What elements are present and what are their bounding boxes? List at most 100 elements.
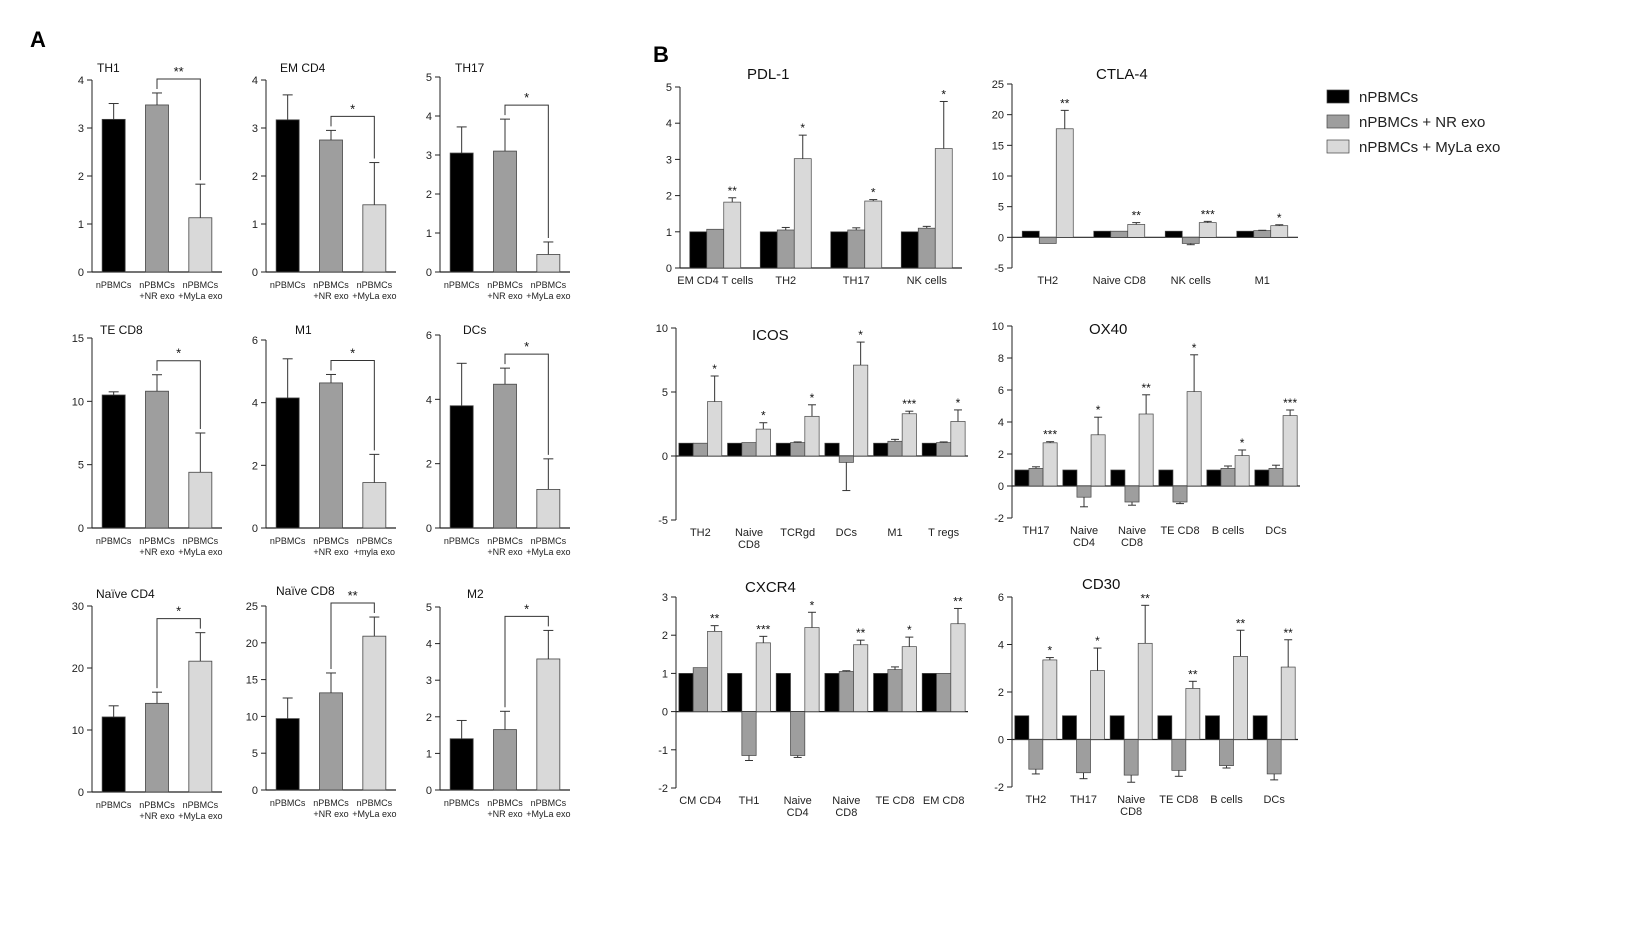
y-tick-label: 5 xyxy=(252,748,258,760)
bar xyxy=(1109,715,1125,740)
y-tick-label: 5 xyxy=(78,460,84,472)
significance-label: ** xyxy=(1141,591,1151,605)
y-tick-label: 2 xyxy=(998,687,1004,699)
bar xyxy=(790,442,806,457)
category-label: Naive xyxy=(735,527,763,539)
panel-label-b: B xyxy=(653,42,669,67)
bar xyxy=(1124,485,1140,503)
y-tick-label: 5 xyxy=(426,72,432,84)
bar xyxy=(275,718,300,791)
significance-bracket xyxy=(330,359,375,451)
bar xyxy=(1266,739,1282,775)
category-label: TH2 xyxy=(775,275,796,287)
category-label: nPBMCs xyxy=(270,536,306,546)
bar xyxy=(692,667,708,712)
panel-label-a: A xyxy=(30,27,46,52)
y-tick-label: 0 xyxy=(78,523,84,535)
bar xyxy=(723,201,742,269)
significance-label: * xyxy=(956,396,961,410)
bar xyxy=(921,673,937,712)
chart-pdl-1: PDL-1 0 1 2 3 4 5 ** EM CD4 T cells * TH2 * TH17 * NK … xyxy=(666,66,962,287)
y-tick-label: 4 xyxy=(426,394,432,406)
bar xyxy=(741,711,757,756)
significance-label: *** xyxy=(1283,396,1297,410)
bar xyxy=(1282,415,1298,487)
bar xyxy=(188,471,213,529)
bar xyxy=(101,394,126,529)
bar xyxy=(449,738,474,791)
category-label: CD8 xyxy=(835,807,857,819)
category-label: T regs xyxy=(928,527,959,539)
y-tick-label: 0 xyxy=(78,787,84,799)
category-label: M1 xyxy=(1255,275,1270,287)
bar xyxy=(188,660,213,793)
bar xyxy=(1076,739,1091,774)
bar xyxy=(319,139,343,273)
bar xyxy=(145,390,169,529)
significance-label: * xyxy=(712,362,717,376)
y-tick-label: 6 xyxy=(998,385,1004,397)
category-label: DCs xyxy=(836,527,858,539)
category-label: +NR exo xyxy=(139,291,174,301)
category-label: +MyLa exo xyxy=(178,811,222,821)
bar xyxy=(493,383,517,529)
legend-label: nPBMCs + NR exo xyxy=(1359,114,1485,131)
bar xyxy=(824,442,840,457)
category-label: TH2 xyxy=(1037,275,1058,287)
chart-title: OX40 xyxy=(1089,321,1127,338)
category-label: nPBMCs xyxy=(487,536,523,546)
bar xyxy=(145,702,169,793)
y-tick-label: 2 xyxy=(998,449,1004,461)
bar xyxy=(706,228,725,269)
category-label: TCRgd xyxy=(780,527,815,539)
chart-title: CD30 xyxy=(1082,576,1120,593)
bar xyxy=(1205,715,1220,740)
significance-label: * xyxy=(1095,634,1100,648)
y-tick-label: -5 xyxy=(658,515,668,527)
bar xyxy=(755,642,771,712)
significance-bracket xyxy=(504,104,549,238)
category-label: B cells xyxy=(1210,794,1243,806)
y-tick-label: 10 xyxy=(72,396,84,408)
y-tick-label: 4 xyxy=(426,639,432,651)
bar xyxy=(1198,222,1217,238)
category-label: Naive xyxy=(1118,525,1146,537)
y-tick-label: 20 xyxy=(992,110,1004,122)
y-tick-label: 0 xyxy=(252,785,258,797)
chart-title: TH1 xyxy=(97,61,120,75)
y-tick-label: 0 xyxy=(426,267,432,279)
category-label: nPBMCs xyxy=(183,800,219,810)
y-tick-label: 2 xyxy=(662,630,668,642)
legend: nPBMCs nPBMCs + NR exo nPBMCs + MyLa exo xyxy=(1326,89,1500,156)
y-tick-label: 10 xyxy=(72,725,84,737)
bar xyxy=(775,673,791,712)
bar xyxy=(188,217,213,273)
y-tick-label: 15 xyxy=(246,675,258,687)
significance-bracket xyxy=(504,353,549,455)
bar xyxy=(793,158,812,269)
y-tick-label: 4 xyxy=(78,75,84,87)
category-label: CM CD4 xyxy=(679,795,721,807)
bar xyxy=(1253,230,1272,238)
significance-bracket xyxy=(330,115,375,159)
bar xyxy=(887,669,903,712)
chart-title: Naïve CD8 xyxy=(276,584,335,598)
y-tick-label: 3 xyxy=(662,592,668,604)
category-label: nPBMCs xyxy=(96,280,132,290)
category-label: CD4 xyxy=(1073,537,1095,549)
bar xyxy=(449,152,474,273)
chart-title: M1 xyxy=(295,323,312,337)
bar xyxy=(1042,442,1058,487)
y-tick-label: 4 xyxy=(998,417,1004,429)
bar xyxy=(1252,715,1268,740)
significance-bracket xyxy=(156,618,201,689)
bar xyxy=(362,482,387,529)
category-label: +MyLa exo xyxy=(178,547,222,557)
